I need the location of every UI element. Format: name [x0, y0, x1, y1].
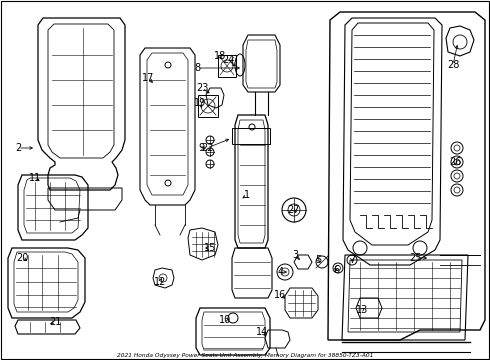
Text: 1: 1 — [244, 190, 250, 200]
Text: 18: 18 — [214, 51, 226, 61]
Text: 21: 21 — [49, 317, 61, 327]
Text: 19: 19 — [194, 98, 206, 108]
Text: 22: 22 — [201, 143, 213, 153]
Text: 5: 5 — [315, 255, 321, 265]
Text: 23: 23 — [196, 83, 208, 93]
Text: 27: 27 — [288, 205, 300, 215]
Text: 24: 24 — [222, 55, 234, 65]
Text: 2021 Honda Odyssey Power Seats Unit Assembly, Memory Diagram for 38850-TZ3-A01: 2021 Honda Odyssey Power Seats Unit Asse… — [117, 353, 373, 358]
Bar — [218, 55, 236, 77]
Text: 8: 8 — [194, 63, 200, 73]
Text: 17: 17 — [142, 73, 154, 83]
Text: 10: 10 — [219, 315, 231, 325]
Text: 12: 12 — [154, 277, 166, 287]
Text: 6: 6 — [333, 265, 339, 275]
Text: 9: 9 — [198, 143, 204, 153]
Text: 25: 25 — [409, 253, 421, 263]
Text: 16: 16 — [274, 290, 286, 300]
Bar — [232, 128, 270, 144]
Text: 26: 26 — [449, 157, 461, 167]
Text: 7: 7 — [349, 255, 355, 265]
Text: 3: 3 — [292, 250, 298, 260]
Text: 11: 11 — [29, 173, 41, 183]
Text: 28: 28 — [447, 60, 459, 70]
Text: 2: 2 — [15, 143, 21, 153]
Text: 15: 15 — [204, 243, 216, 253]
Text: 14: 14 — [256, 327, 268, 337]
Text: 13: 13 — [356, 305, 368, 315]
Text: 20: 20 — [16, 253, 28, 263]
Text: 4: 4 — [278, 267, 284, 277]
Bar — [198, 95, 218, 117]
